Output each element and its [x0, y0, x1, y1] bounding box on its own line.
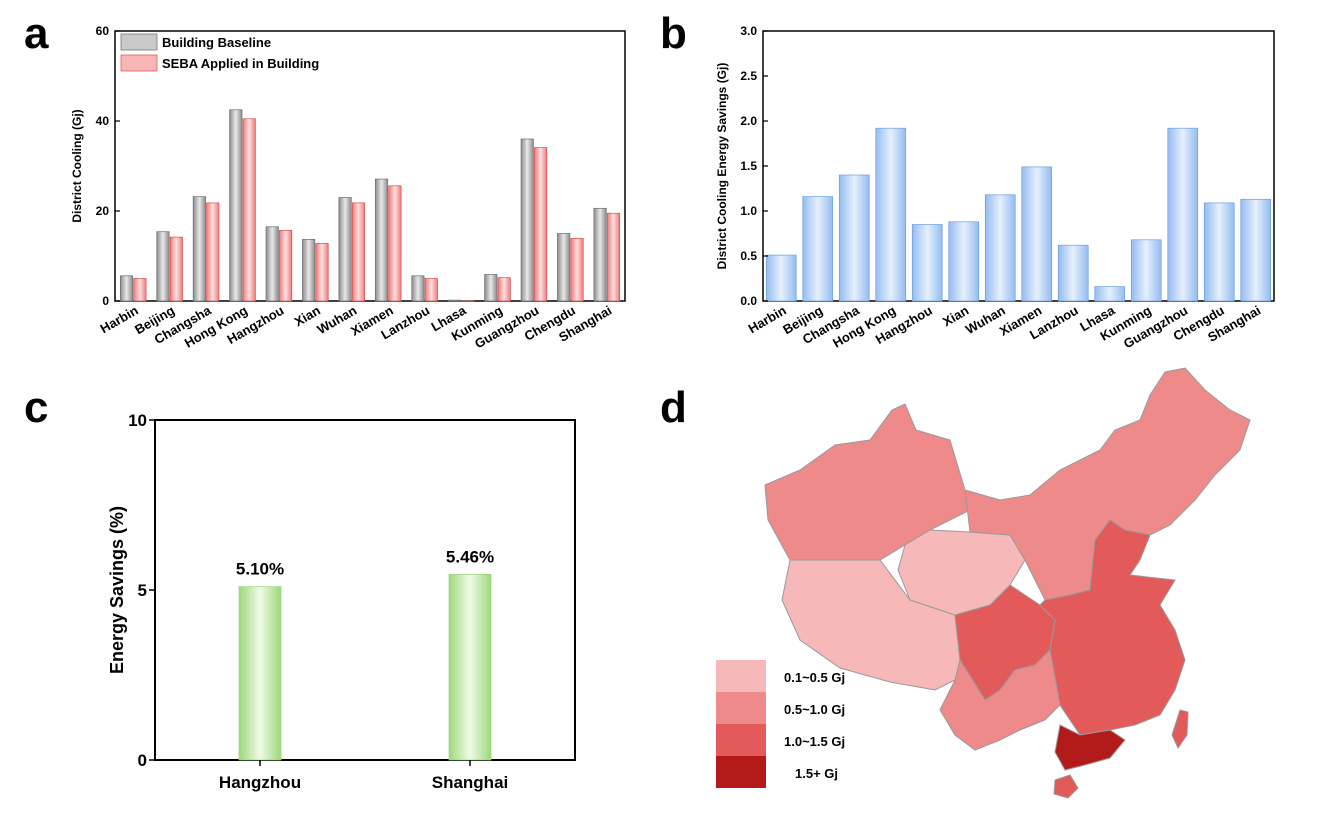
chart-a-bar-baseline-hong-kong: [229, 109, 243, 302]
map-legend-label-2: 0.5~1.0 Gj: [784, 702, 845, 717]
map-region-taiwan: [1171, 709, 1189, 750]
chart-a-bar-seba-kunming: [497, 277, 511, 302]
panel-letter-b: b: [660, 9, 687, 58]
map-legend-label-1: 0.1~0.5 Gj: [784, 670, 845, 685]
chart-b-ytick-label: 1.5: [740, 159, 757, 173]
chart-b-ytick-label: 0.0: [740, 294, 757, 308]
chart-a-bar-seba-xiamen: [388, 185, 402, 302]
chart-a-bar-baseline-shanghai: [593, 207, 607, 302]
chart-a-bar-baseline-beijing: [156, 231, 170, 302]
chart-a-bar-baseline-chengdu: [557, 233, 571, 302]
chart-a-bar-baseline-lanzhou: [411, 275, 425, 302]
chart-c-frame: [154, 419, 576, 761]
map-legend-label-4: 1.5+ Gj: [795, 766, 838, 781]
chart-c-ylabel: Energy Savings (%): [107, 506, 127, 674]
chart-a-bar-baseline-changsha: [192, 196, 206, 302]
chart-b: District Cooling Energy Savings (Gj) 0.0…: [715, 24, 1275, 351]
chart-a-bar-seba-lanzhou: [424, 278, 438, 302]
chart-b-bar-guangzhou: [1167, 127, 1199, 302]
chart-a-bar-seba-beijing: [169, 236, 183, 302]
map-region-southwest: [939, 648, 1061, 751]
chart-b-ytick-label: 3.0: [740, 24, 757, 38]
chart-a-bar-seba-guangzhou: [534, 147, 548, 302]
chart-b-bar-shanghai: [1240, 198, 1272, 302]
chart-b-bar-beijing: [802, 196, 834, 302]
chart-a-ytick-label: 0: [102, 294, 109, 308]
chart-b-ylabel: District Cooling Energy Savings (Gj): [715, 63, 729, 270]
map-legend-swatch-1: [716, 660, 766, 692]
chart-a-bar-baseline-kunming: [484, 274, 498, 302]
chart-c-category-label: Hangzhou: [219, 773, 301, 792]
chart-a-bar-baseline-lhasa: [447, 299, 461, 302]
chart-a-bar-baseline-guangzhou: [520, 138, 534, 302]
chart-b-ytick-label: 1.0: [740, 204, 757, 218]
legend-swatch-seba: [120, 54, 158, 72]
map-region-east-central: [1039, 519, 1186, 736]
map-legend-label-3: 1.0~1.5 Gj: [784, 734, 845, 749]
chart-b-ytick-label: 2.0: [740, 114, 757, 128]
chart-a-bar-seba-hangzhou: [279, 230, 293, 302]
china-map: 0.1~0.5 Gj 0.5~1.0 Gj 1.0~1.5 Gj 1.5+ Gj: [716, 367, 1251, 799]
chart-a-ytick-label: 40: [96, 114, 110, 128]
legend-label-baseline: Building Baseline: [162, 35, 271, 50]
chart-a-bar-baseline-wuhan: [338, 197, 352, 302]
chart-a-bar-seba-hong-kong: [242, 118, 256, 302]
chart-b-bar-xian: [948, 221, 980, 302]
chart-a-bar-seba-wuhan: [351, 202, 366, 302]
chart-a-bar-seba-shanghai: [606, 212, 621, 302]
legend-label-seba: SEBA Applied in Building: [162, 56, 319, 71]
map-legend-swatch-3: [716, 724, 766, 756]
chart-b-bar-lanzhou: [1057, 244, 1089, 302]
chart-c: Energy Savings (%) 5.10% 5.46% 0 5 10 Hangz…: [107, 411, 576, 792]
chart-a-frame: [114, 30, 626, 302]
chart-c-ytick-label: 0: [138, 751, 147, 770]
chart-a-bar-seba-harbin: [133, 278, 147, 302]
chart-c-bar-shanghai: [448, 574, 492, 761]
chart-b-bar-harbin: [765, 254, 797, 302]
chart-b-bar-lhasa: [1094, 286, 1126, 302]
chart-a-bar-seba-xian: [315, 243, 329, 302]
chart-a-bar-baseline-harbin: [119, 275, 134, 302]
map-region-guangdong: [1054, 724, 1126, 771]
panel-letter-a: a: [24, 9, 49, 58]
chart-b-bar-changsha: [838, 174, 870, 302]
chart-a-bar-baseline-xian: [302, 239, 316, 302]
chart-a-ytick-label: 60: [96, 24, 110, 38]
chart-b-ytick-label: 0.5: [740, 249, 757, 263]
chart-c-ytick-label: 10: [128, 411, 147, 430]
chart-b-bar-chengdu: [1203, 202, 1235, 302]
chart-a-bar-seba-changsha: [206, 202, 220, 302]
map-region-hainan: [1053, 774, 1079, 799]
chart-a-ylabel: District Cooling (Gj): [70, 109, 84, 222]
chart-c-ytick-label: 5: [138, 581, 147, 600]
panel-letter-d: d: [660, 383, 687, 432]
chart-a-bar-baseline-xiamen: [374, 178, 389, 302]
map-legend-swatch-2: [716, 692, 766, 724]
chart-a-bar-baseline-hangzhou: [265, 226, 279, 302]
map-legend-swatch-4: [716, 756, 766, 788]
chart-b-bar-wuhan: [984, 194, 1016, 302]
chart-b-bar-hangzhou: [911, 224, 943, 302]
chart-a-bar-seba-chengdu: [570, 238, 584, 302]
chart-c-data-label: 5.46%: [446, 547, 494, 566]
chart-c-bar-hangzhou: [238, 586, 282, 761]
chart-b-bar-xiamen: [1021, 166, 1053, 302]
chart-c-data-label: 5.10%: [236, 560, 284, 579]
chart-c-category-label: Shanghai: [432, 773, 509, 792]
chart-b-bar-kunming: [1130, 239, 1162, 302]
panel-letter-c: c: [24, 383, 48, 432]
chart-b-ytick-label: 2.5: [740, 69, 757, 83]
chart-a-ytick-label: 20: [96, 204, 110, 218]
chart-b-bar-hong-kong: [875, 127, 907, 302]
legend-swatch-baseline: [120, 33, 158, 51]
